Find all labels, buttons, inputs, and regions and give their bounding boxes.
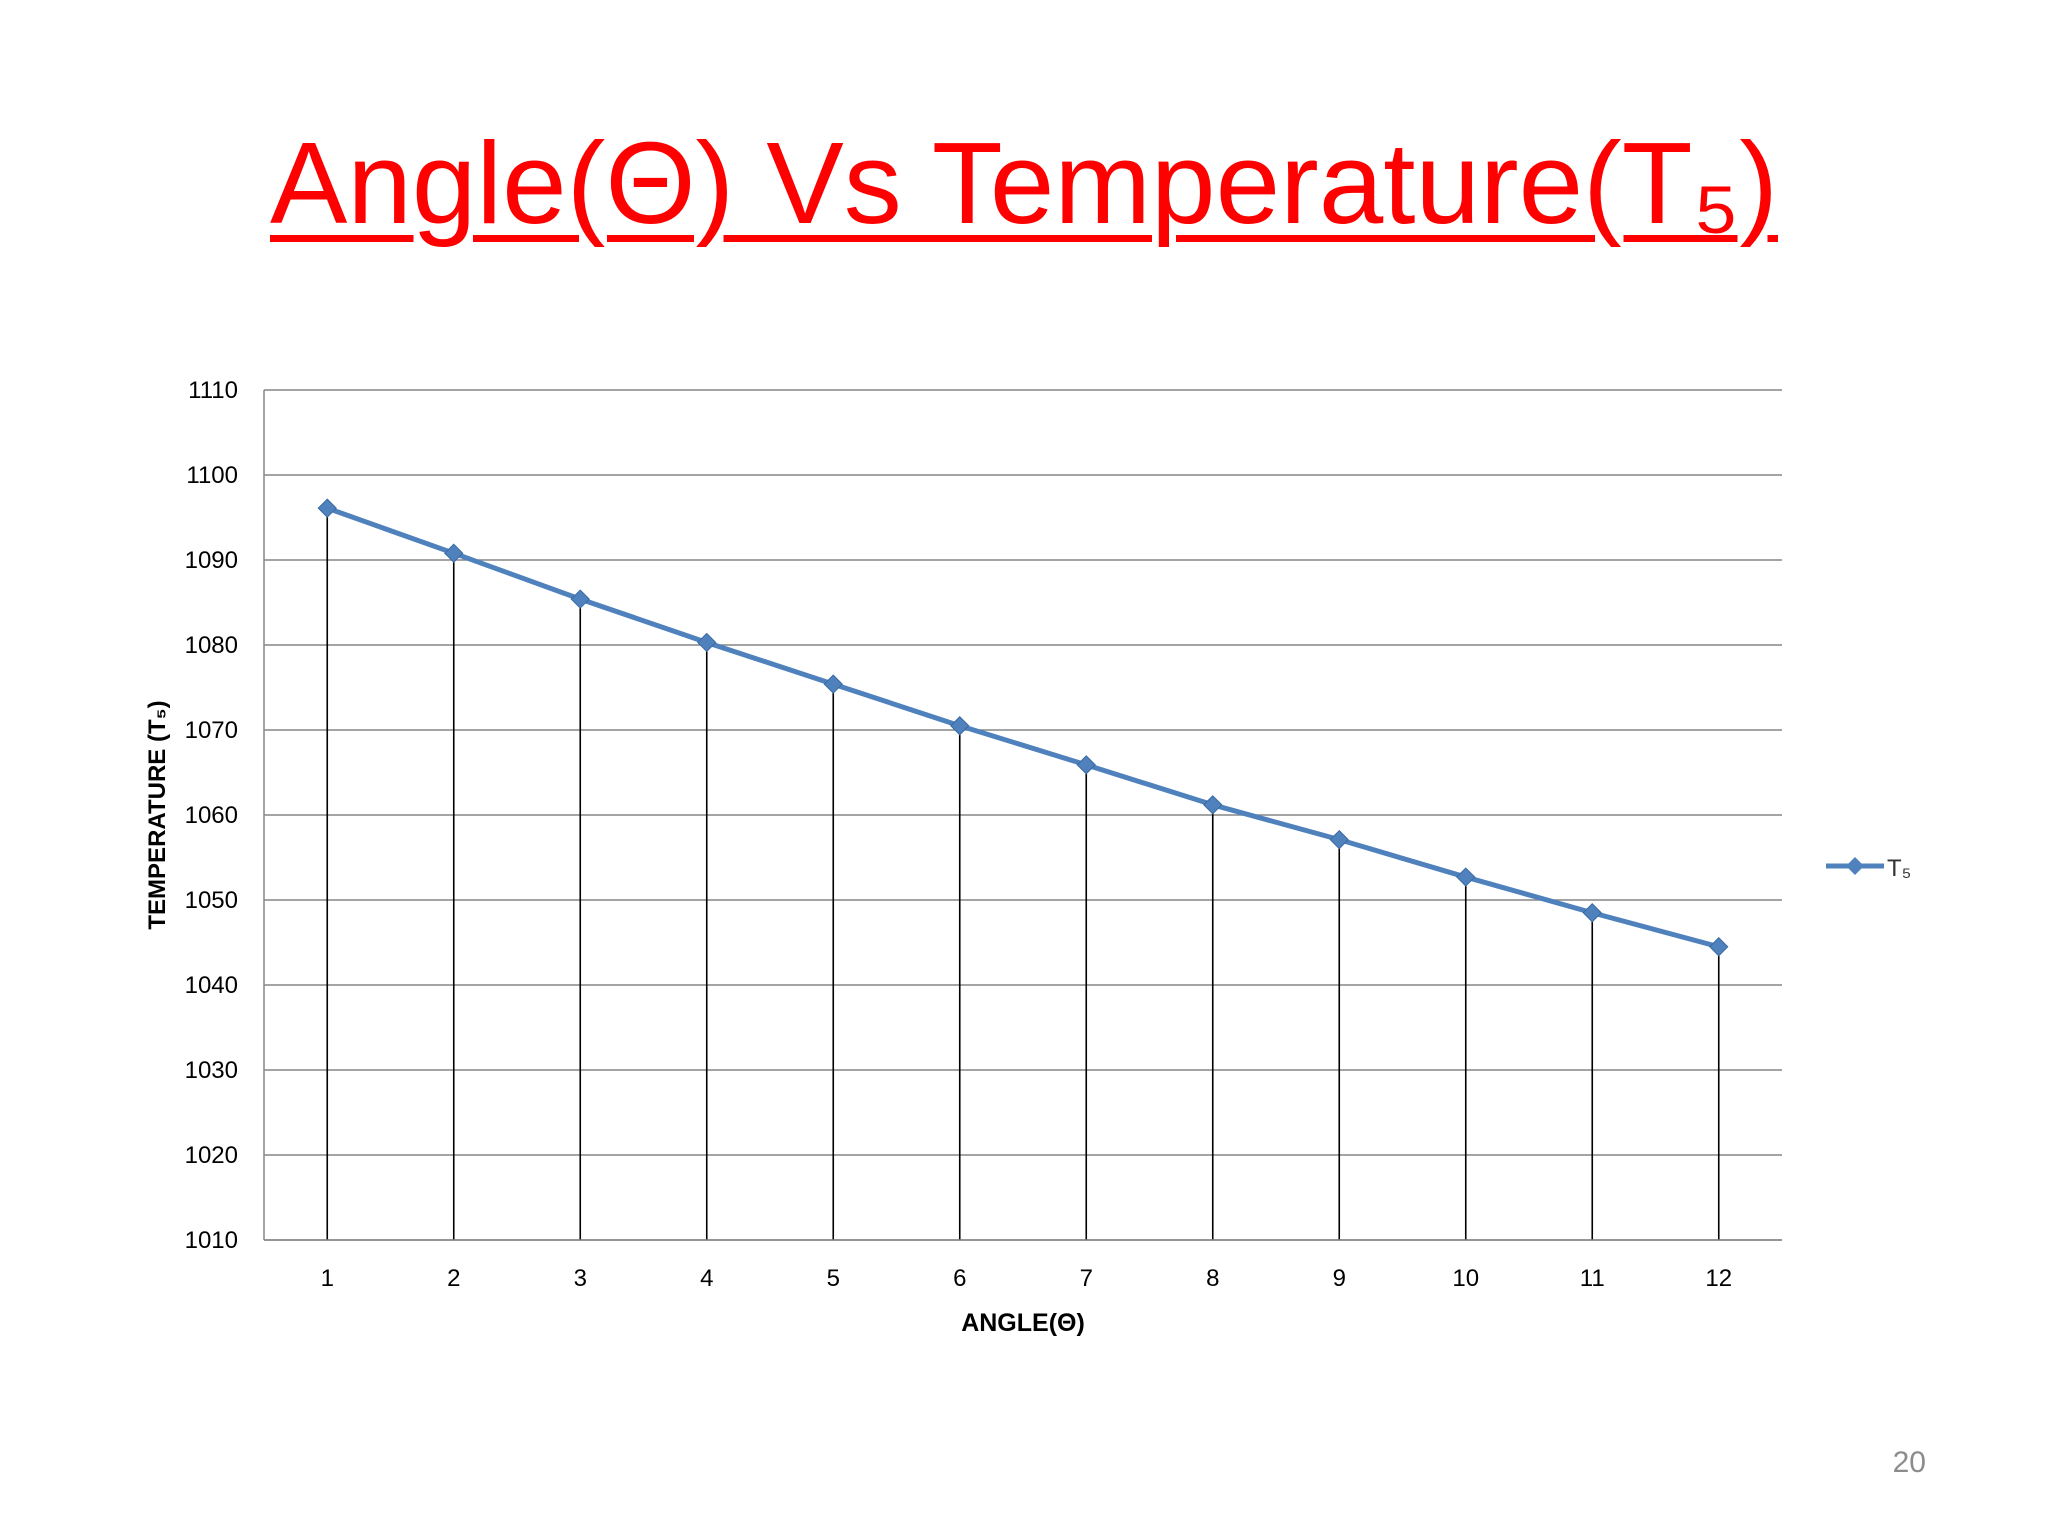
slide-title: Angle(Θ) Vs Temperature(T₅): [270, 118, 1778, 248]
data-point: [1203, 795, 1223, 815]
data-point: [697, 632, 717, 653]
x-tick-label: 4: [700, 1265, 713, 1292]
series: [317, 498, 1729, 957]
x-tick-label: 5: [827, 1265, 840, 1292]
x-tick-label: 9: [1333, 1265, 1346, 1292]
drop-lines: [326, 508, 1720, 1240]
y-tick-label: 1010: [185, 1227, 238, 1254]
x-tick-label: 8: [1206, 1265, 1219, 1292]
x-tick-label: 6: [953, 1265, 966, 1292]
data-point: [317, 498, 337, 518]
y-tick-label: 1050: [185, 887, 238, 914]
page-number: 20: [1892, 1446, 1926, 1479]
data-point: [1329, 829, 1349, 850]
y-tick-label: 1110: [188, 377, 238, 404]
x-tick-label: 1: [321, 1265, 334, 1292]
y-tick-labels: 1010 1020 1030 1040 1050 1060 1070 1080 1090 1100…: [185, 377, 238, 1254]
series-line: [326, 505, 1720, 950]
legend: T₅: [1826, 855, 1911, 882]
data-point: [950, 716, 970, 736]
data-point: [1709, 937, 1729, 957]
legend-label: T₅: [1887, 855, 1911, 882]
x-tick-label: 12: [1705, 1265, 1732, 1292]
x-tick-label: 3: [574, 1265, 587, 1292]
axes: [263, 390, 1782, 1241]
data-point: [1076, 755, 1096, 775]
data-point: [444, 543, 464, 563]
y-tick-label: 1060: [185, 802, 238, 829]
x-tick-label: 2: [447, 1265, 460, 1292]
data-point: [1582, 903, 1602, 923]
x-axis-label: ANGLE(Θ): [961, 1309, 1085, 1337]
y-tick-label: 1070: [185, 717, 238, 744]
gridlines: [264, 389, 1782, 1241]
y-tick-label: 1040: [185, 972, 238, 999]
y-tick-label: 1100: [186, 462, 238, 489]
x-tick-label: 7: [1080, 1265, 1093, 1292]
y-tick-label: 1080: [185, 632, 238, 659]
y-tick-label: 1030: [185, 1057, 238, 1084]
x-tick-labels: 1 2 3 4 5 6 7 8 9 10 11 12: [321, 1265, 1733, 1292]
y-tick-label: 1090: [185, 547, 238, 574]
data-point: [1456, 867, 1476, 887]
legend-marker: [1846, 857, 1864, 875]
y-axis-label: TEMPERATURE (T₅): [144, 700, 171, 929]
x-tick-label: 11: [1580, 1265, 1605, 1292]
y-tick-label: 1020: [185, 1142, 238, 1169]
data-point: [570, 589, 590, 609]
data-point: [823, 674, 843, 694]
x-tick-label: 10: [1452, 1265, 1479, 1292]
